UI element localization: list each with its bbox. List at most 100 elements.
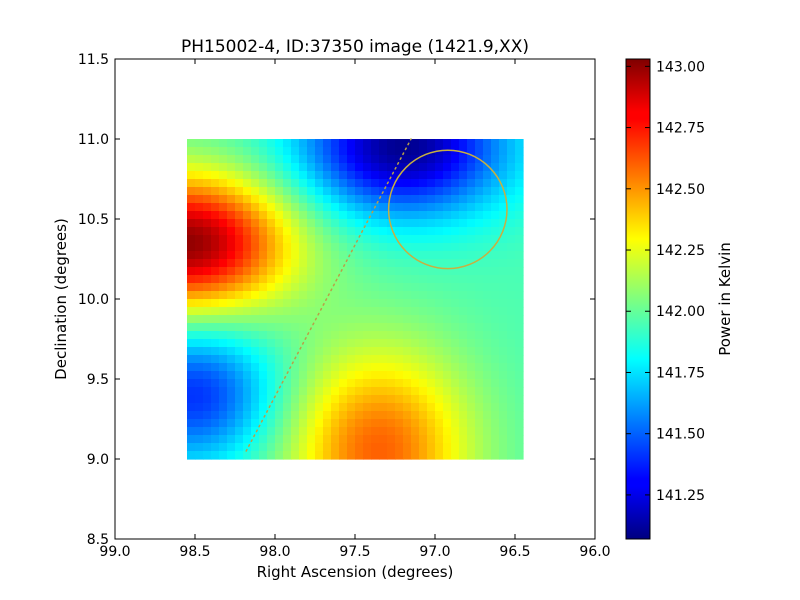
heatmap-cell bbox=[355, 363, 364, 372]
heatmap-cell bbox=[275, 299, 284, 308]
heatmap-cell bbox=[347, 299, 356, 308]
heatmap-cell bbox=[187, 155, 196, 164]
heatmap-cell bbox=[403, 259, 412, 268]
heatmap-cell bbox=[403, 211, 412, 220]
heatmap-cell bbox=[227, 419, 236, 428]
heatmap-cell bbox=[323, 371, 332, 380]
heatmap-cell bbox=[371, 395, 380, 404]
heatmap-cell bbox=[315, 355, 324, 364]
heatmap-cell bbox=[259, 451, 268, 460]
heatmap-cell bbox=[459, 259, 468, 268]
heatmap-cell bbox=[315, 299, 324, 308]
heatmap-cell bbox=[475, 395, 484, 404]
heatmap-cell bbox=[499, 147, 508, 156]
heatmap-cell bbox=[419, 195, 428, 204]
heatmap-cell bbox=[387, 179, 396, 188]
heatmap-cell bbox=[443, 299, 452, 308]
heatmap-cell bbox=[307, 203, 316, 212]
heatmap-cell bbox=[475, 187, 484, 196]
heatmap-cell bbox=[403, 203, 412, 212]
heatmap-cell bbox=[427, 275, 436, 284]
heatmap-cell bbox=[291, 275, 300, 284]
heatmap-cell bbox=[395, 347, 404, 356]
heatmap-cell bbox=[467, 299, 476, 308]
heatmap-cell bbox=[187, 243, 196, 252]
heatmap-cell bbox=[251, 363, 260, 372]
heatmap-cell bbox=[387, 411, 396, 420]
heatmap-cell bbox=[291, 387, 300, 396]
heatmap-cell bbox=[251, 179, 260, 188]
heatmap-cell bbox=[435, 395, 444, 404]
heatmap-cell bbox=[443, 275, 452, 284]
heatmap-cell bbox=[331, 363, 340, 372]
heatmap-cell bbox=[515, 387, 524, 396]
heatmap-cell bbox=[211, 251, 220, 260]
heatmap-cell bbox=[307, 291, 316, 300]
heatmap-cell bbox=[411, 195, 420, 204]
heatmap-cell bbox=[387, 403, 396, 412]
heatmap-cell bbox=[227, 427, 236, 436]
heatmap-cell bbox=[491, 363, 500, 372]
heatmap-cell bbox=[283, 155, 292, 164]
heatmap-cell bbox=[235, 331, 244, 340]
heatmap-cell bbox=[299, 427, 308, 436]
heatmap-cell bbox=[339, 363, 348, 372]
heatmap-cell bbox=[427, 179, 436, 188]
heatmap-cell bbox=[403, 187, 412, 196]
heatmap-cell bbox=[235, 171, 244, 180]
heatmap-cell bbox=[315, 283, 324, 292]
heatmap-cell bbox=[211, 195, 220, 204]
heatmap-cell bbox=[515, 339, 524, 348]
heatmap-cell bbox=[435, 275, 444, 284]
heatmap-cell bbox=[243, 267, 252, 276]
heatmap-cell bbox=[291, 363, 300, 372]
heatmap-cell bbox=[379, 163, 388, 172]
heatmap-cell bbox=[507, 395, 516, 404]
heatmap-cell bbox=[475, 291, 484, 300]
heatmap-cell bbox=[243, 419, 252, 428]
heatmap-cell bbox=[243, 339, 252, 348]
heatmap-cell bbox=[363, 379, 372, 388]
heatmap-cell bbox=[283, 171, 292, 180]
heatmap-cell bbox=[251, 147, 260, 156]
heatmap-cell bbox=[363, 411, 372, 420]
heatmap-cell bbox=[467, 155, 476, 164]
heatmap-cell bbox=[483, 379, 492, 388]
heatmap-cell bbox=[387, 315, 396, 324]
heatmap-cell bbox=[267, 395, 276, 404]
heatmap-cell bbox=[283, 451, 292, 460]
heatmap-cell bbox=[195, 451, 204, 460]
heatmap-cell bbox=[371, 211, 380, 220]
heatmap-cell bbox=[187, 387, 196, 396]
heatmap-cell bbox=[411, 379, 420, 388]
heatmap-cell bbox=[339, 155, 348, 164]
heatmap-cell bbox=[507, 347, 516, 356]
heatmap-cell bbox=[203, 235, 212, 244]
heatmap-cell bbox=[419, 403, 428, 412]
heatmap-cell bbox=[475, 227, 484, 236]
heatmap-cell bbox=[331, 283, 340, 292]
heatmap-cell bbox=[203, 315, 212, 324]
heatmap-cell bbox=[203, 155, 212, 164]
heatmap-cell bbox=[307, 283, 316, 292]
heatmap-cell bbox=[371, 339, 380, 348]
heatmap-cell bbox=[371, 267, 380, 276]
heatmap-cell bbox=[395, 283, 404, 292]
heatmap-cell bbox=[379, 379, 388, 388]
heatmap-cell bbox=[491, 291, 500, 300]
heatmap-cell bbox=[491, 147, 500, 156]
heatmap-cell bbox=[443, 179, 452, 188]
heatmap-cell bbox=[419, 347, 428, 356]
heatmap-cell bbox=[283, 419, 292, 428]
heatmap-cell bbox=[395, 403, 404, 412]
heatmap-cell bbox=[331, 443, 340, 452]
heatmap-cell bbox=[507, 275, 516, 284]
heatmap-cell bbox=[291, 451, 300, 460]
heatmap-cell bbox=[459, 387, 468, 396]
y-tick-label: 9.5 bbox=[87, 372, 109, 388]
heatmap-cell bbox=[331, 403, 340, 412]
heatmap-cell bbox=[499, 435, 508, 444]
heatmap-cell bbox=[499, 235, 508, 244]
heatmap-cell bbox=[419, 211, 428, 220]
heatmap-cell bbox=[203, 379, 212, 388]
